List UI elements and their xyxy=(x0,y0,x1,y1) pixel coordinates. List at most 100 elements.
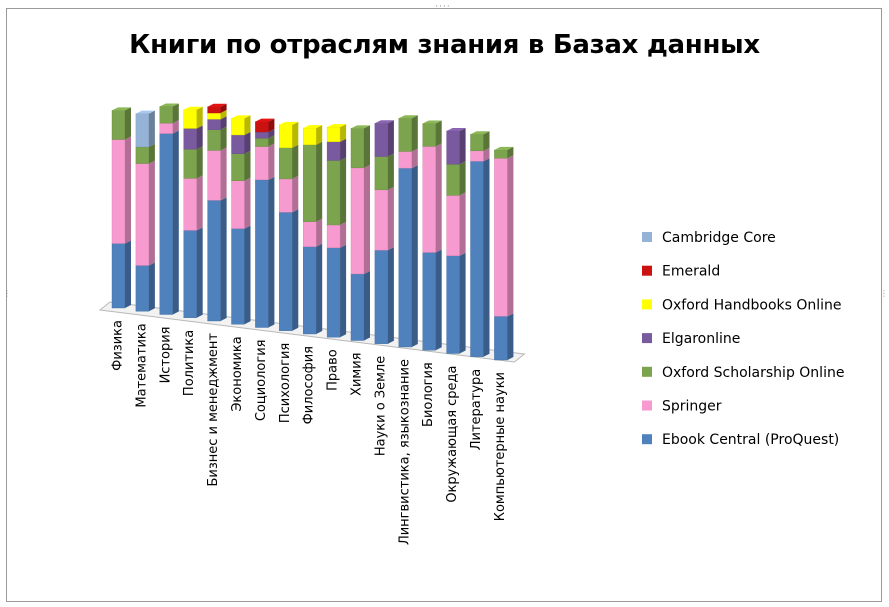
bar-segment-side xyxy=(364,270,370,341)
bar-segment xyxy=(231,180,245,229)
bar-segment-side xyxy=(340,244,347,338)
bar-segment xyxy=(494,316,508,361)
bar-top-cap xyxy=(231,115,251,119)
bar-segment xyxy=(207,119,221,130)
bar-segment-side xyxy=(196,106,203,129)
bar-top-cap xyxy=(279,121,299,125)
bar-top-cap xyxy=(207,103,227,107)
bar-segment xyxy=(183,109,197,129)
legend: Cambridge Core Emerald Oxford Handbooks On… xyxy=(642,230,844,448)
bar-segment-side xyxy=(220,197,227,321)
bar-segment-side xyxy=(411,165,418,347)
legend-label: Elgaronline xyxy=(662,331,740,347)
bar-segment-side xyxy=(148,110,155,147)
resize-handle-right[interactable]: ⋮ xyxy=(880,289,888,298)
bar-top-cap xyxy=(446,127,466,131)
bar-segment xyxy=(422,146,436,253)
bar-segment xyxy=(207,112,221,120)
bar-top-cap xyxy=(327,124,347,128)
bar-top-cap xyxy=(135,110,155,114)
legend-swatch xyxy=(642,366,652,377)
x-tick-label: История xyxy=(158,327,173,384)
bar-segment xyxy=(207,150,221,201)
bar-segment xyxy=(135,146,150,164)
bar-segment-side xyxy=(220,110,227,120)
legend-swatch xyxy=(642,434,652,445)
bar-segment xyxy=(207,106,221,114)
bar-top-cap xyxy=(422,120,442,124)
bar-segment-side xyxy=(148,143,155,164)
bar-segment xyxy=(398,151,412,169)
bar-segment-side xyxy=(196,227,203,318)
resize-handle-left[interactable]: ⋮ xyxy=(3,289,11,298)
bar-segment-side xyxy=(364,164,370,274)
bar-segment xyxy=(183,178,197,231)
bar-segment xyxy=(326,224,341,249)
bar-segment-side xyxy=(435,120,442,147)
bar-segment xyxy=(303,221,317,247)
x-tick-label: Психология xyxy=(278,343,293,423)
bar-segment xyxy=(326,141,341,161)
bar-segment xyxy=(231,118,245,136)
bar-segment xyxy=(470,133,484,152)
bar-segment-side xyxy=(435,143,442,253)
bar-top-cap xyxy=(159,103,179,107)
bar-top-cap xyxy=(255,118,275,122)
bar-segment-side xyxy=(387,247,394,344)
bar-segment-side xyxy=(340,221,347,248)
bar-segment xyxy=(374,249,389,344)
bar-segment-side xyxy=(125,136,131,244)
legend-swatch xyxy=(642,400,652,411)
bar-segment xyxy=(135,265,150,312)
bar-segment xyxy=(159,133,174,315)
bar-segment-side xyxy=(244,225,251,325)
x-tick-label: Окружающая среда xyxy=(445,366,460,503)
bar-segment-side xyxy=(507,146,514,159)
x-tick-label: Литература xyxy=(469,369,484,451)
bar-segment xyxy=(231,153,245,181)
legend-label: Oxford Handbooks Online xyxy=(662,297,842,313)
resize-handle-top[interactable]: ···· xyxy=(435,2,451,12)
legend-label: Oxford Scholarship Online xyxy=(662,365,844,381)
bar-segment xyxy=(303,127,317,145)
bar-segment xyxy=(111,110,126,140)
bar-segment-side xyxy=(125,107,131,140)
legend-label: Emerald xyxy=(662,264,720,280)
bar-segment xyxy=(135,163,150,266)
bar-segment xyxy=(374,156,389,191)
x-tick-label: Лингвистика, языкознание xyxy=(397,359,412,545)
legend-swatch xyxy=(642,299,652,310)
bar-segment-side xyxy=(483,158,490,357)
bar-segment-side xyxy=(459,192,466,256)
x-tick-label: Химия xyxy=(350,353,365,396)
bar-segment-side xyxy=(244,150,251,181)
x-tick-label: Право xyxy=(326,349,341,391)
bar-segment-side xyxy=(507,155,514,317)
x-tick-label: Политика xyxy=(182,330,197,396)
bar-top-cap xyxy=(374,120,394,124)
bar-segment xyxy=(303,246,317,335)
bar-top-cap xyxy=(351,125,370,129)
bar-segment xyxy=(398,117,412,152)
bar-segment xyxy=(350,128,365,169)
bar-segment xyxy=(446,164,460,196)
bar-segment-side xyxy=(148,160,155,266)
bar-segment-side xyxy=(148,262,155,312)
bar-segment-side xyxy=(268,118,275,132)
bar-segment xyxy=(374,123,389,157)
bar-segment xyxy=(279,211,293,331)
bar-segment-side xyxy=(244,131,251,154)
bar-segment xyxy=(159,106,174,124)
bar-segment xyxy=(422,252,436,351)
bar-segment-side xyxy=(268,143,275,180)
bar-segment xyxy=(326,247,341,338)
bar-segment-side xyxy=(220,116,227,130)
bar-segment-side xyxy=(316,218,323,247)
bar-segment-side xyxy=(196,146,203,179)
bar-segment-side xyxy=(340,124,347,142)
x-tick-label: Биология xyxy=(421,362,436,427)
bar-segment xyxy=(135,113,150,148)
bar-segment-side xyxy=(172,130,179,315)
bar-segment-side xyxy=(292,121,299,148)
